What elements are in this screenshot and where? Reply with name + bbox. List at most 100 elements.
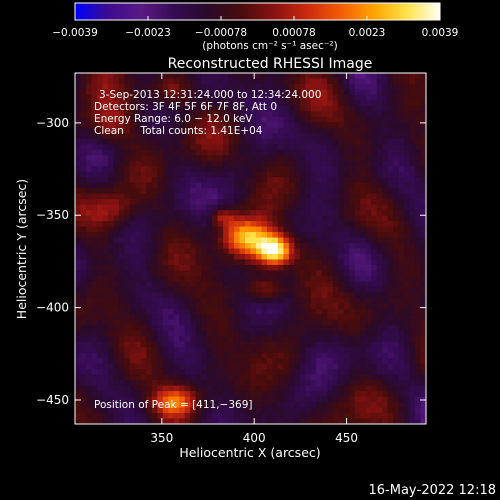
heatmap-cell: [201, 155, 208, 162]
heatmap-cell: [80, 347, 87, 354]
heatmap-cell: [332, 330, 339, 337]
heatmap-cell: [129, 215, 136, 222]
heatmap-cell: [382, 281, 389, 288]
heatmap-cell: [151, 303, 158, 310]
heatmap-cell: [288, 253, 295, 260]
heatmap-cell: [85, 116, 92, 123]
heatmap-cell: [85, 270, 92, 277]
heatmap-cell: [398, 193, 405, 200]
heatmap-cell: [102, 303, 109, 310]
heatmap-cell: [332, 199, 339, 206]
heatmap-cell: [212, 292, 218, 299]
heatmap-cell: [140, 155, 147, 162]
heatmap-cell: [102, 270, 109, 277]
heatmap-cell: [321, 127, 328, 134]
heatmap-cell: [371, 319, 378, 326]
heatmap-cell: [146, 237, 153, 244]
heatmap-cell: [118, 374, 125, 381]
heatmap-cell: [140, 292, 147, 299]
heatmap-cell: [343, 105, 350, 112]
heatmap-cell: [85, 226, 92, 233]
heatmap-cell: [135, 100, 142, 107]
heatmap-cell: [85, 396, 92, 403]
heatmap-cell: [393, 286, 399, 293]
heatmap-cell: [283, 226, 290, 233]
heatmap-cell: [404, 319, 410, 326]
heatmap-cell: [228, 314, 235, 321]
heatmap-cell: [140, 352, 147, 359]
heatmap-cell: [272, 325, 279, 332]
heatmap-cell: [75, 314, 81, 321]
heatmap-cell: [75, 270, 81, 277]
heatmap-cell: [376, 138, 383, 145]
heatmap-cell: [91, 248, 98, 255]
heatmap-cell: [135, 171, 142, 178]
heatmap-cell: [239, 374, 246, 381]
heatmap-cell: [382, 253, 389, 260]
heatmap-cell: [239, 237, 246, 244]
heatmap-cell: [102, 122, 109, 129]
heatmap-cell: [234, 138, 240, 145]
heatmap-cell: [234, 94, 240, 101]
heatmap-cell: [184, 330, 191, 337]
heatmap-cell: [146, 418, 153, 425]
heatmap-cell: [201, 297, 208, 304]
heatmap-cell: [376, 297, 383, 304]
heatmap-cell: [195, 133, 202, 140]
heatmap-cell: [234, 155, 240, 162]
heatmap-cell: [404, 111, 410, 118]
heatmap-cell: [393, 402, 399, 408]
heatmap-cell: [179, 297, 186, 304]
heatmap-cell: [129, 138, 136, 145]
heatmap-cell: [113, 221, 120, 227]
heatmap-cell: [118, 325, 125, 332]
heatmap-cell: [332, 391, 339, 397]
heatmap-cell: [404, 73, 410, 79]
heatmap-cell: [75, 221, 81, 227]
heatmap-cell: [102, 204, 109, 211]
heatmap-cell: [107, 89, 114, 96]
heatmap-cell: [113, 270, 120, 277]
heatmap-cell: [118, 369, 125, 376]
heatmap-cell: [96, 391, 103, 397]
heatmap-cell: [206, 314, 213, 321]
heatmap-cell: [168, 319, 175, 326]
heatmap-cell: [190, 374, 197, 381]
heatmap-cell: [387, 105, 394, 112]
heatmap-cell: [349, 78, 356, 85]
heatmap-cell: [294, 275, 301, 282]
heatmap-cell: [283, 193, 290, 200]
heatmap-cell: [129, 292, 136, 299]
heatmap-cell: [96, 188, 103, 195]
heatmap-cell: [343, 352, 350, 359]
heatmap-cell: [190, 303, 197, 310]
heatmap-cell: [217, 149, 224, 156]
heatmap-cell: [173, 264, 180, 271]
heatmap-cell: [129, 243, 136, 249]
heatmap-cell: [217, 380, 224, 387]
heatmap-cell: [129, 111, 136, 118]
heatmap-cell: [245, 248, 251, 255]
heatmap-cell: [283, 215, 290, 222]
heatmap-cell: [212, 248, 218, 255]
heatmap-cell: [228, 358, 235, 365]
heatmap-cell: [299, 413, 306, 419]
heatmap-cell: [338, 418, 345, 425]
heatmap-cell: [305, 73, 312, 79]
heatmap-cell: [360, 144, 367, 151]
heatmap-cell: [261, 407, 268, 414]
heatmap-cell: [146, 177, 153, 184]
heatmap-cell: [151, 193, 158, 200]
heatmap-cell: [310, 264, 317, 271]
heatmap-cell: [332, 319, 339, 326]
heatmap-cell: [288, 243, 295, 249]
heatmap-cell: [135, 297, 142, 304]
heatmap-cell: [75, 149, 81, 156]
heatmap-cell: [239, 83, 246, 90]
heatmap-cell: [272, 215, 279, 222]
heatmap-cell: [338, 380, 345, 387]
heatmap-cell: [96, 330, 103, 337]
heatmap-cell: [190, 210, 197, 216]
heatmap-cell: [338, 347, 345, 354]
heatmap-cell: [343, 281, 350, 288]
